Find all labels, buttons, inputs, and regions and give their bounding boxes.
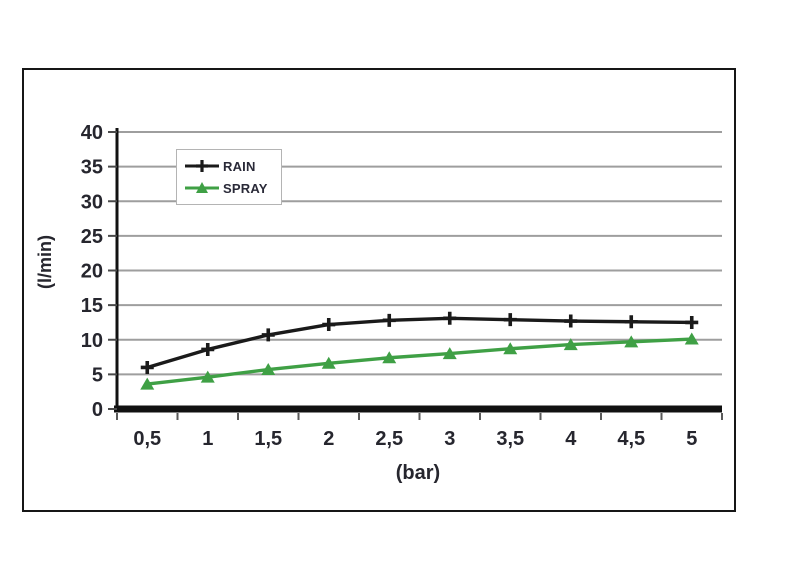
x-tick-label: 4,5	[617, 428, 645, 450]
plus-marker-icon	[196, 160, 208, 172]
rain-line-plus-marker-icon	[185, 160, 219, 172]
triangle-marker-icon	[261, 363, 276, 376]
y-tick-label: 20	[81, 261, 103, 283]
x-axis-title: (bar)	[395, 462, 441, 484]
y-tick-label: 40	[81, 122, 103, 144]
x-tick-label: 3,5	[496, 428, 524, 450]
x-tick-label: 5	[686, 428, 697, 450]
chart-legend: RAIN SPRAY	[176, 149, 282, 205]
legend-item-rain: RAIN	[184, 155, 275, 177]
y-tick-label: 30	[81, 191, 103, 213]
plus-marker-icon	[382, 313, 396, 327]
triangle-marker-icon	[200, 370, 215, 383]
triangle-marker-icon	[442, 347, 457, 360]
y-tick-label: 5	[92, 364, 103, 386]
triangle-marker-icon	[140, 377, 155, 390]
rain-series-line	[145, 316, 694, 370]
flow-rate-line-chart: 0 5 10 15 20 25 30 35 40 0,5 1 1,5 2 2,5 3 3,5 4 4,5 5	[81, 122, 723, 450]
triangle-marker-icon	[196, 182, 208, 193]
x-tick-label: 0,5	[133, 428, 161, 450]
plus-marker-icon	[624, 315, 638, 329]
legend-label-spray: SPRAY	[223, 180, 268, 196]
y-tick-label: 0	[92, 399, 103, 421]
x-tick-label: 1	[202, 428, 213, 450]
triangle-marker-icon	[563, 338, 578, 351]
y-tick-label: 10	[81, 330, 103, 352]
y-tick-label: 35	[81, 157, 103, 179]
spray-series-line	[145, 337, 694, 386]
x-tick-label: 2,5	[375, 428, 403, 450]
triangle-marker-icon	[684, 332, 699, 345]
y-axis-title: (l/min)	[35, 235, 55, 289]
plus-marker-icon	[564, 314, 578, 328]
y-tick-label: 15	[81, 295, 103, 317]
triangle-marker-icon	[321, 356, 336, 369]
spray-line-triangle-marker-icon	[185, 182, 219, 193]
triangle-marker-icon	[382, 351, 397, 364]
y-tick-label: 25	[81, 226, 103, 248]
plus-marker-icon	[201, 342, 215, 356]
x-tick-label: 3	[444, 428, 455, 450]
plus-marker-icon	[322, 318, 336, 332]
x-tick-label: 1,5	[254, 428, 282, 450]
plus-marker-icon	[685, 315, 699, 329]
x-tick-label: 2	[323, 428, 334, 450]
triangle-marker-icon	[624, 335, 639, 348]
plus-marker-icon	[261, 328, 275, 342]
legend-label-rain: RAIN	[223, 158, 256, 174]
x-tick-label: 4	[565, 428, 577, 450]
plus-marker-icon	[443, 311, 457, 325]
plus-marker-icon	[503, 313, 517, 327]
triangle-marker-icon	[503, 342, 518, 355]
legend-item-spray: SPRAY	[184, 177, 275, 199]
plus-marker-icon	[140, 360, 154, 374]
chart-figure: 0 5 10 15 20 25 30 35 40 0,5 1 1,5 2 2,5 3 3,5 4 4,5 5 RAI…	[22, 68, 736, 512]
